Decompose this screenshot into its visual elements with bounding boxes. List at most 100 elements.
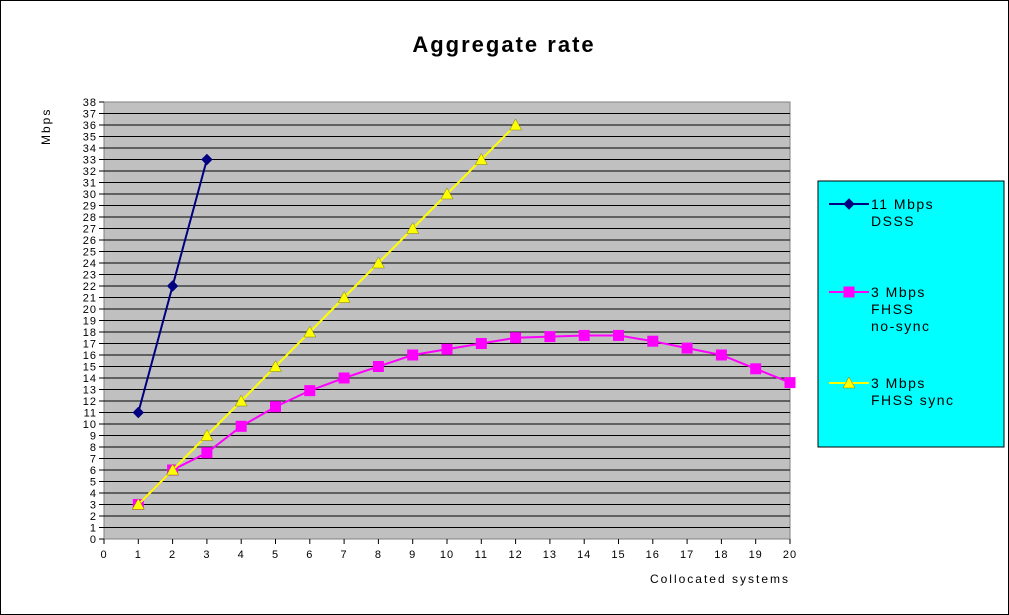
data-point: [201, 153, 213, 166]
y-tick-label: 37: [83, 109, 97, 121]
y-tick-label: 22: [83, 281, 97, 293]
data-point: [132, 406, 145, 419]
y-tick-label: 19: [83, 316, 97, 328]
y-tick-label: 18: [83, 327, 97, 339]
x-tick-label: 2: [169, 549, 176, 561]
x-axis-ticks: 0 1 2 3 4 5 6 7 8 9 10 11 12 13 14 15 16 17 18 19 20: [100, 539, 797, 561]
y-tick-label: 24: [83, 258, 97, 270]
legend-label: DSSS: [871, 213, 915, 229]
y-tick-label: 29: [83, 201, 97, 213]
legend-label: 3 Mbps: [871, 284, 926, 300]
y-tick-label: 10: [83, 419, 97, 431]
y-tick-label: 14: [83, 373, 97, 385]
data-point: [337, 290, 351, 303]
x-axis-label: Collocated systems: [650, 572, 790, 586]
data-point: [613, 329, 624, 341]
data-point: [441, 343, 453, 355]
x-tick-label: 12: [508, 549, 522, 561]
series-layer: [131, 118, 796, 510]
y-tick-label: 4: [90, 488, 97, 500]
data-point: [338, 372, 350, 384]
y-tick-label: 17: [83, 339, 97, 351]
y-tick-label: 30: [83, 189, 97, 201]
data-point: [270, 401, 281, 413]
gridlines: [104, 113, 790, 528]
series-line: [137, 334, 791, 506]
legend-label: no-sync: [871, 318, 931, 334]
y-tick-label: 21: [83, 293, 97, 305]
data-point: [715, 349, 727, 361]
legend-label: FHSS: [871, 301, 914, 317]
legend-marker: [843, 286, 855, 298]
x-tick-label: 3: [203, 549, 210, 561]
x-tick-label: 4: [238, 549, 245, 561]
y-tick-label: 16: [83, 350, 97, 362]
y-tick-label: 8: [90, 442, 97, 454]
x-tick-label: 6: [306, 549, 313, 561]
series-2: [131, 118, 523, 510]
data-point: [578, 329, 590, 341]
y-tick-label: 23: [83, 270, 97, 282]
x-tick-label: 14: [577, 549, 591, 561]
y-tick-label: 9: [90, 431, 97, 443]
legend-marker: [843, 198, 855, 210]
data-point: [131, 497, 145, 510]
x-tick-label: 15: [611, 549, 625, 561]
x-tick-label: 20: [783, 549, 797, 561]
y-tick-label: 33: [83, 155, 97, 167]
data-point: [474, 152, 488, 165]
x-tick-label: 10: [440, 549, 454, 561]
series-1: [132, 329, 796, 510]
y-tick-label: 36: [83, 120, 97, 132]
data-point: [750, 363, 762, 375]
y-tick-label: 6: [90, 465, 97, 477]
x-tick-label: 8: [375, 549, 382, 561]
legend-box: [817, 180, 1005, 448]
data-point: [371, 256, 385, 269]
y-tick-label: 26: [83, 235, 97, 247]
data-point: [647, 335, 659, 347]
data-point: [681, 342, 693, 354]
y-tick-label: 13: [83, 385, 97, 397]
y-tick-label: 0: [90, 534, 97, 546]
data-point: [475, 338, 487, 349]
y-tick-label: 25: [83, 247, 97, 259]
data-point: [406, 221, 420, 234]
data-point: [166, 463, 180, 476]
x-tick-label: 16: [646, 549, 660, 561]
y-tick-label: 12: [83, 396, 97, 408]
x-tick-label: 17: [680, 549, 694, 561]
legend-label: FHSS sync: [871, 392, 955, 408]
legend-label: 11 Mbps: [871, 196, 934, 212]
data-point: [510, 332, 522, 344]
data-point: [201, 447, 213, 459]
data-point: [544, 331, 556, 343]
data-point: [440, 187, 454, 200]
y-tick-label: 7: [90, 454, 97, 466]
chart-title: Aggregate rate: [412, 32, 595, 57]
y-tick-label: 31: [83, 178, 97, 190]
series-0: [132, 153, 213, 419]
data-point: [784, 377, 796, 389]
data-point: [269, 359, 282, 372]
data-point: [304, 385, 316, 397]
x-tick-label: 0: [100, 549, 107, 561]
y-axis-label: Mbps: [39, 108, 53, 145]
y-tick-label: 38: [83, 97, 97, 109]
y-tick-label: 27: [83, 224, 97, 236]
data-point: [303, 325, 317, 338]
data-point: [200, 428, 214, 441]
y-tick-label: 3: [90, 500, 97, 512]
data-point: [509, 118, 523, 131]
data-point: [372, 361, 384, 372]
y-tick-label: 1: [90, 523, 97, 535]
legend-marker: [842, 376, 856, 389]
y-axis-ticks: 0123456789101112131415161718192021222324…: [83, 97, 104, 546]
x-tick-label: 5: [272, 549, 279, 561]
data-point: [234, 394, 248, 407]
x-tick-label: 9: [409, 549, 416, 561]
